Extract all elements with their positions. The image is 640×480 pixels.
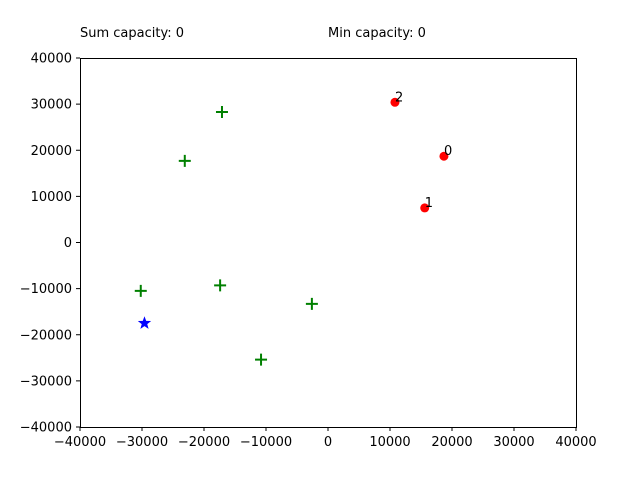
x-tick-label: 20000	[431, 435, 472, 450]
data-point-star	[137, 316, 152, 329]
data-point-plus	[134, 284, 147, 297]
x-tick-label: 10000	[369, 435, 410, 450]
y-tick-label: 40000	[31, 52, 72, 67]
point-label: 0	[444, 144, 452, 159]
data-point-plus	[305, 297, 318, 310]
y-tick-label: −30000	[20, 374, 72, 389]
x-tick-label: −30000	[116, 435, 168, 450]
x-tick-label: 40000	[555, 435, 596, 450]
data-point-plus	[255, 353, 268, 366]
sum-capacity-label: Sum capacity: 0	[80, 26, 185, 41]
x-axis-ticks: −40000 −30000 −20000 −10000 0 10000 20000 30000…	[54, 427, 597, 450]
data-point-circle	[439, 151, 449, 161]
plot-marks: 0 1 2	[134, 90, 452, 366]
point-label: 1	[425, 196, 433, 211]
x-tick-label: 0	[324, 435, 332, 450]
y-tick-label: −10000	[20, 282, 72, 297]
data-point-plus	[215, 105, 228, 118]
y-tick-label: 30000	[31, 98, 72, 113]
x-tick-label: −20000	[178, 435, 230, 450]
x-tick-label: 30000	[493, 435, 534, 450]
x-tick-label: −40000	[54, 435, 106, 450]
data-point-circle	[390, 97, 400, 107]
data-point-plus	[178, 154, 191, 167]
y-tick-label: 20000	[31, 144, 72, 159]
y-tick-label: 10000	[31, 190, 72, 205]
y-tick-label: −20000	[20, 328, 72, 343]
plot-frame	[80, 58, 577, 428]
data-point-plus	[214, 279, 227, 292]
data-point-circle	[420, 203, 430, 213]
y-tick-label: 0	[64, 236, 72, 251]
y-axis-ticks: −40000 −30000 −20000 −10000 0 10000 20000 30000…	[20, 52, 80, 436]
x-tick-label: −10000	[240, 435, 292, 450]
point-label: 2	[395, 90, 403, 105]
min-capacity-label: Min capacity: 0	[328, 26, 426, 41]
y-tick-label: −40000	[20, 421, 72, 436]
